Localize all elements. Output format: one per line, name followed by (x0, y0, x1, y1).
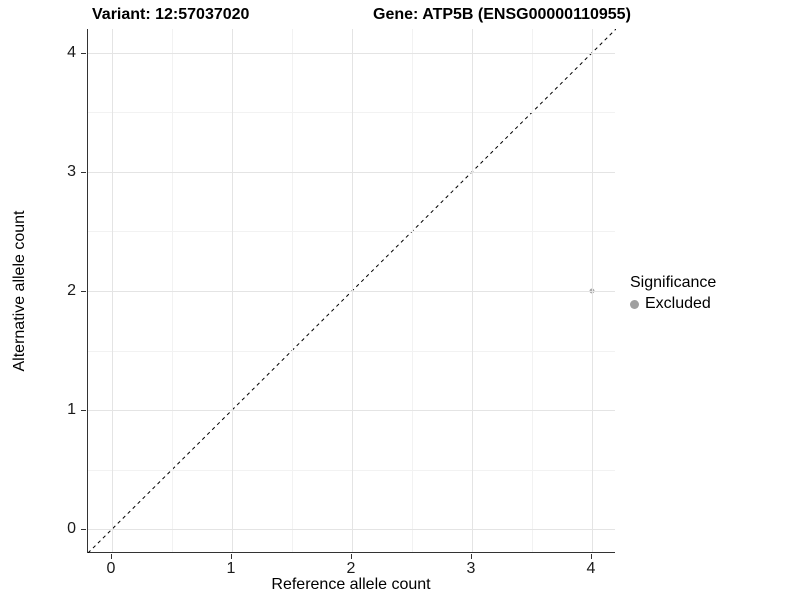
x-tick-label: 4 (586, 560, 596, 577)
x-tick-label: 3 (466, 560, 476, 577)
gridline-y-minor (88, 112, 615, 114)
y-tick-mark (81, 529, 86, 531)
y-tick-label: 3 (67, 162, 76, 180)
y-tick-label: 2 (67, 282, 76, 299)
legend: Significance Excluded (630, 273, 716, 314)
y-tick-mark (81, 52, 86, 54)
gridline-y-major (88, 529, 615, 531)
gridline-y-minor (88, 231, 615, 233)
gridline-x-major (592, 29, 593, 552)
gridline-y-minor (88, 469, 615, 471)
x-tick-mark (111, 554, 112, 559)
chart-title-gene: Gene: ATP5B (ENSG00000110955) (373, 6, 631, 23)
plot-panel (87, 29, 616, 553)
y-axis-title: Alternative allele count (11, 210, 28, 372)
legend-item-excluded: Excluded (630, 294, 716, 314)
gridline-x-major (472, 29, 473, 552)
y-tick-label: 0 (67, 520, 76, 538)
gridline-y-major (88, 171, 615, 173)
gridline-x-minor (292, 29, 293, 552)
y-tick-mark (81, 291, 86, 292)
x-tick-label: 0 (106, 560, 116, 577)
legend-point-icon (630, 299, 639, 309)
gridline-x-major (232, 29, 233, 552)
y-tick-mark (81, 171, 86, 173)
y-tick-mark (81, 410, 86, 412)
x-tick-mark (591, 554, 592, 559)
gridline-y-major (88, 291, 615, 292)
gridline-x-minor (532, 29, 533, 552)
gridline-x-major (112, 29, 113, 552)
y-tick-label: 1 (67, 401, 76, 419)
x-tick-mark (471, 554, 472, 559)
gridline-y-major (88, 410, 615, 412)
y-tick-label: 4 (67, 43, 76, 61)
gridline-y-minor (88, 350, 615, 352)
x-tick-mark (351, 554, 352, 559)
chart-title-variant: Variant: 12:57037020 (92, 6, 250, 23)
legend-item-label: Excluded (645, 295, 711, 312)
x-tick-mark (231, 554, 232, 559)
gridline-y-major (88, 52, 615, 54)
gridline-x-minor (412, 29, 413, 552)
gridline-x-minor (172, 29, 173, 552)
x-tick-label: 1 (226, 560, 236, 577)
gridline-x-major (352, 29, 353, 552)
legend-title: Significance (630, 274, 717, 291)
x-axis-title: Reference allele count (271, 576, 431, 593)
x-tick-label: 2 (346, 560, 356, 577)
